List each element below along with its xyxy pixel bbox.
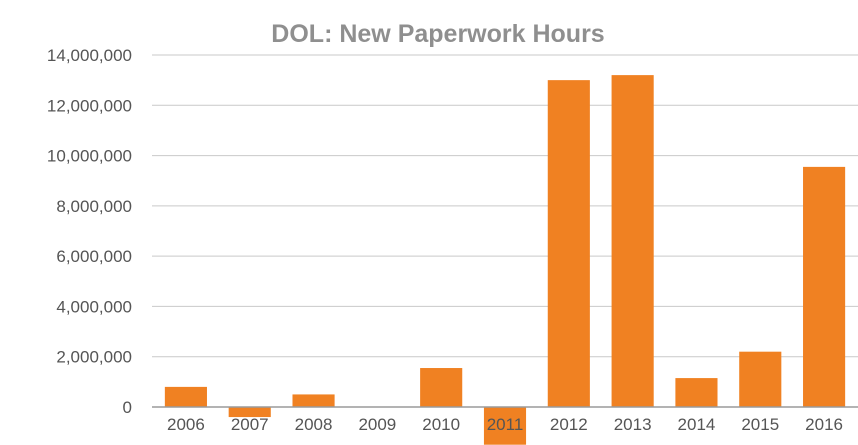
bar-2012 — [547, 80, 590, 408]
x-tick-label: 2010 — [422, 415, 460, 434]
y-tick-label: 14,000,000 — [47, 46, 132, 65]
x-tick-label: 2009 — [358, 415, 396, 434]
x-tick-label: 2013 — [614, 415, 652, 434]
x-tick-label: 2014 — [678, 415, 716, 434]
y-tick-label: 2,000,000 — [56, 348, 132, 367]
x-tick-label: 2012 — [550, 415, 588, 434]
y-tick-label: 0 — [123, 398, 132, 417]
bar-2016 — [803, 166, 846, 407]
bar-2014 — [675, 378, 718, 407]
bar-2007 — [228, 407, 271, 418]
x-tick-label: 2016 — [805, 415, 843, 434]
y-tick-label: 4,000,000 — [56, 297, 132, 316]
grid-lines — [152, 54, 858, 358]
bar-2010 — [420, 368, 463, 407]
x-tick-label: 2006 — [167, 415, 205, 434]
bar-2015 — [739, 351, 782, 407]
y-tick-label: 8,000,000 — [56, 197, 132, 216]
chart-title: DOL: New Paperwork Hours — [271, 20, 604, 48]
x-tick-label: 2008 — [295, 415, 333, 434]
bars — [164, 75, 846, 445]
y-tick-label: 12,000,000 — [47, 96, 132, 115]
bar-2013 — [611, 75, 654, 407]
bar-2011 — [483, 407, 527, 445]
x-tick-label: 2015 — [741, 415, 779, 434]
y-tick-label: 6,000,000 — [56, 247, 132, 266]
x-tick-label: 2011 — [487, 415, 524, 434]
bar-2008 — [292, 394, 335, 407]
bar-2006 — [164, 386, 207, 407]
y-axis: 0 2,000,000 4,000,000 6,000,000 8,000,000 10,… — [47, 46, 132, 417]
x-axis: 2006 2007 2008 2009 2010 2011 2012 2013 2014 2015… — [167, 415, 843, 434]
x-tick-label: 2007 — [231, 415, 269, 434]
y-tick-label: 10,000,000 — [47, 147, 132, 166]
